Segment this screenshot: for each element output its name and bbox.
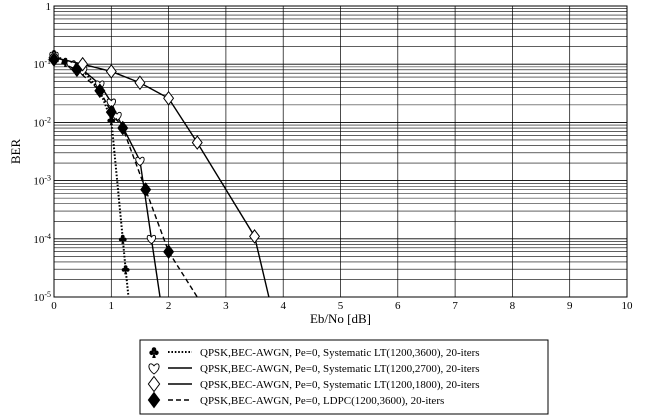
legend-entry-2: QPSK,BEC-AWGN, Pe=0, Systematic LT(1200,… [148, 363, 480, 375]
x-tick-label: 9 [567, 300, 573, 312]
data-point-diamond-open [147, 375, 161, 393]
legend-label: QPSK,BEC-AWGN, Pe=0, Systematic LT(1200,… [200, 363, 480, 375]
legend-entry-4: QPSK,BEC-AWGN, Pe=0, LDPC(1200,3600), 20… [147, 391, 444, 409]
y-tick-label: 10-2 [33, 115, 51, 129]
data-point-diamond-filled [140, 182, 152, 197]
legend-entry-3: QPSK,BEC-AWGN, Pe=0, Systematic LT(1200,… [147, 375, 480, 393]
y-axis-title: BER [8, 139, 23, 165]
y-tick-label: 1 [46, 1, 52, 13]
y-tick-label: 10-1 [33, 57, 51, 71]
legend-label: QPSK,BEC-AWGN, Pe=0, Systematic LT(1200,… [200, 379, 480, 391]
data-point-heart [135, 156, 145, 167]
data-point-diamond-open [249, 229, 261, 244]
series-line [53, 56, 270, 298]
grid [53, 5, 628, 298]
data-point-heart [106, 98, 116, 109]
data-point-heart [146, 234, 157, 245]
plot-frame [53, 5, 628, 298]
data-point-diamond-filled [105, 104, 117, 120]
x-tick-label: 1 [109, 300, 115, 312]
data-point-club [118, 234, 127, 244]
x-tick-label: 8 [510, 300, 516, 312]
series-4 [48, 52, 198, 298]
series-3 [48, 50, 270, 298]
data-point-club [121, 265, 130, 275]
legend-label: QPSK,BEC-AWGN, Pe=0, Systematic LT(1200,… [200, 347, 480, 359]
x-tick-label: 2 [166, 300, 172, 312]
x-axis-title: Eb/No [dB] [310, 311, 371, 326]
axes: 0 1 2 3 4 5 6 7 8 9 10 1 10-1 10-2 10-3 10-4 10-5 [33, 1, 633, 312]
data-point-diamond-filled [147, 391, 161, 409]
legend-label: QPSK,BEC-AWGN, Pe=0, LDPC(1200,3600), 20… [200, 395, 444, 407]
data-point-heart [148, 363, 160, 375]
series-group [48, 49, 270, 298]
data-point-diamond-filled [117, 120, 129, 136]
data-point-diamond-open [191, 135, 203, 150]
x-tick-label: 3 [223, 300, 229, 312]
data-point-diamond-filled [94, 83, 106, 99]
legend-box [139, 339, 549, 415]
data-point-diamond-open [134, 75, 146, 91]
x-tick-label: 5 [338, 300, 344, 312]
x-tick-label: 7 [452, 300, 458, 312]
data-point-diamond-open [163, 90, 175, 106]
x-tick-label: 0 [51, 300, 57, 312]
data-point-diamond-filled [71, 62, 83, 78]
legend-entry-1: QPSK,BEC-AWGN, Pe=0, Systematic LT(1200,… [149, 347, 480, 359]
data-point-diamond-filled [48, 52, 60, 67]
x-tick-label: 10 [622, 300, 634, 312]
data-point-diamond-open [105, 64, 117, 79]
y-tick-label: 10-3 [33, 174, 51, 188]
y-tick-label: 10-4 [33, 232, 51, 246]
data-point-club [149, 347, 159, 358]
legend: QPSK,BEC-AWGN, Pe=0, Systematic LT(1200,… [139, 339, 549, 415]
y-tick-label: 10-5 [33, 290, 51, 304]
series-line [53, 58, 198, 298]
data-point-diamond-filled [163, 244, 175, 260]
x-tick-label: 6 [395, 300, 401, 312]
x-tick-label: 4 [280, 300, 286, 312]
